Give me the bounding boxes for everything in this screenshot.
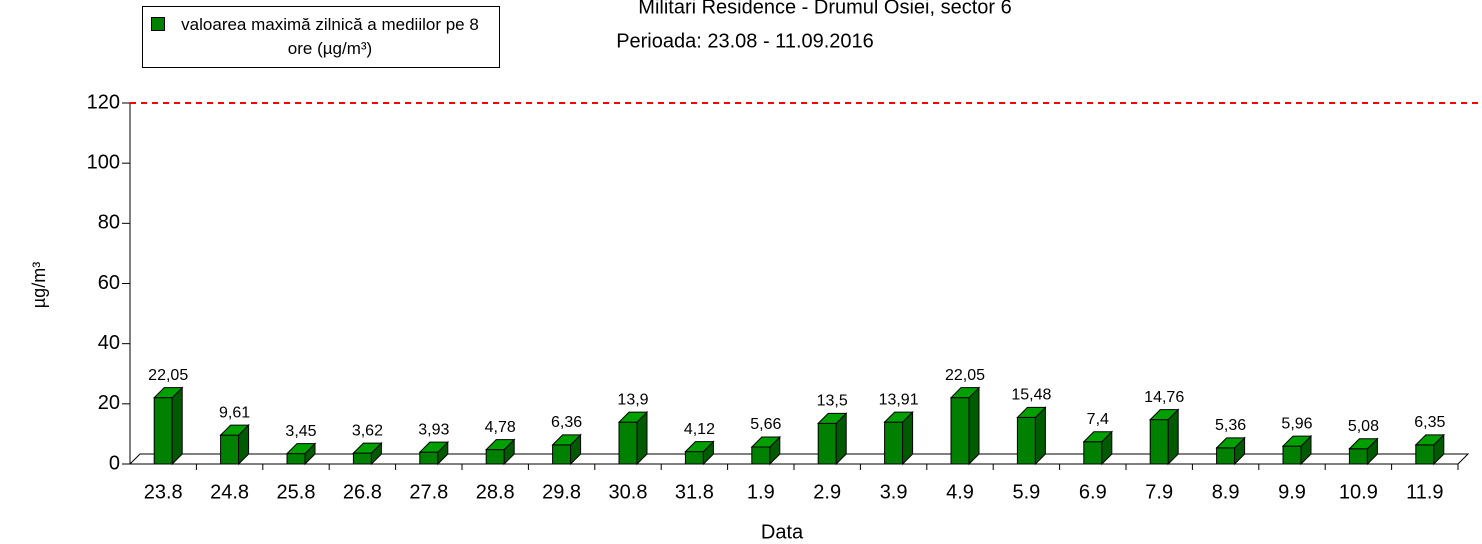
x-tick-label: 10.9 [1339,481,1378,503]
bar [552,444,572,465]
bar [751,446,771,465]
bar [153,397,173,465]
bar-top [883,411,914,423]
bar-top [1414,434,1446,446]
x-tick-label: 27.8 [409,481,448,503]
bar [950,397,970,465]
bar [352,452,372,465]
value-label: 4,78 [485,419,516,436]
x-tick-label: 28.8 [476,481,515,503]
value-label: 4,12 [684,421,715,438]
bar [884,421,904,465]
bar [1016,416,1036,465]
bar-top [816,412,848,424]
bar-top [684,441,715,453]
y-tick-label: 80 [98,212,120,234]
x-tick-label: 25.8 [277,481,316,503]
value-label: 3,62 [352,422,383,439]
legend-swatch [151,17,165,31]
bar [618,421,638,465]
bar [684,451,704,465]
bar [1149,419,1169,465]
bar-side [968,386,980,466]
x-tick-label: 11.9 [1406,481,1443,503]
value-label: 5,96 [1281,415,1312,432]
value-label: 6,36 [551,414,582,431]
bar-top [750,436,782,448]
bar [485,449,505,465]
x-tick-label: 7.9 [1145,481,1173,503]
bar-top [285,443,317,455]
value-label: 7,4 [1087,411,1109,428]
bar [817,422,837,465]
x-tick-label: 26.8 [343,481,382,503]
y-tick-label: 40 [98,332,120,354]
y-tick-label: 120 [87,91,120,113]
bar-top [152,387,184,399]
bar-top [1215,437,1246,449]
bar-top [352,442,383,454]
value-label: 9,61 [219,404,250,421]
chart-subtitle: Perioada: 23.08 - 11.09.2016 [616,30,874,52]
bar-top [1082,431,1114,443]
value-label: 14,76 [1144,389,1184,406]
bar-top [551,434,582,446]
bar [419,451,439,465]
bar-top [484,439,516,451]
bar [1415,444,1435,465]
value-label: 15,48 [1011,387,1051,404]
bar [1282,445,1302,465]
bar-top [418,441,450,453]
y-tick-label: 20 [98,392,120,414]
x-tick-label: 31.8 [675,481,714,503]
bar-top [617,411,649,423]
bar [220,434,240,465]
value-label: 3,45 [285,423,316,440]
y-tick-label: 60 [98,272,120,294]
x-tick-label: 4.9 [946,481,974,503]
bar [1083,441,1103,465]
legend: valoarea maximă zilnică a mediilor pe 8 … [142,6,500,68]
x-tick-label: 1.9 [747,481,775,503]
bar [286,453,306,465]
value-label: 6,35 [1414,414,1445,431]
value-label: 13,91 [879,391,919,408]
bar-top [1348,438,1379,450]
value-label: 5,36 [1215,417,1246,434]
value-label: 22,05 [148,367,188,384]
x-tick-label: 6.9 [1079,481,1107,503]
y-axis-label: µg/m³ [29,262,49,308]
chart-title: Militari Residence - Drumul Osiei, secto… [638,0,1011,18]
x-tick-label: 3.9 [880,481,908,503]
bar-top [219,424,250,436]
x-axis-label: Data [761,521,804,543]
bar-top [1016,406,1047,418]
x-tick-label: 23.8 [144,481,183,503]
floor [129,453,1470,465]
y-tick-label: 100 [87,151,120,173]
x-tick-label: 2.9 [813,481,841,503]
legend-label: valoarea maximă zilnică a mediilor pe 8 … [181,15,479,58]
bar-top [1281,435,1313,447]
bar-top [949,387,981,399]
y-tick-label: 0 [109,452,120,474]
x-tick-label: 5.9 [1012,481,1040,503]
value-label: 5,08 [1348,418,1379,435]
bar [1348,448,1368,465]
value-label: 3,93 [418,421,449,438]
value-label: 22,05 [945,367,985,384]
x-tick-label: 9.9 [1278,481,1306,503]
bar-top [1148,409,1180,421]
value-label: 13,5 [817,393,848,410]
x-tick-label: 30.8 [609,481,648,503]
x-tick-label: 8.9 [1212,481,1240,503]
bar-side [171,386,183,466]
x-tick-label: 29.8 [542,481,581,503]
x-tick-label: 24.8 [210,481,249,503]
value-label: 13,9 [617,391,648,408]
bar [1216,447,1236,465]
value-label: 5,66 [750,416,781,433]
